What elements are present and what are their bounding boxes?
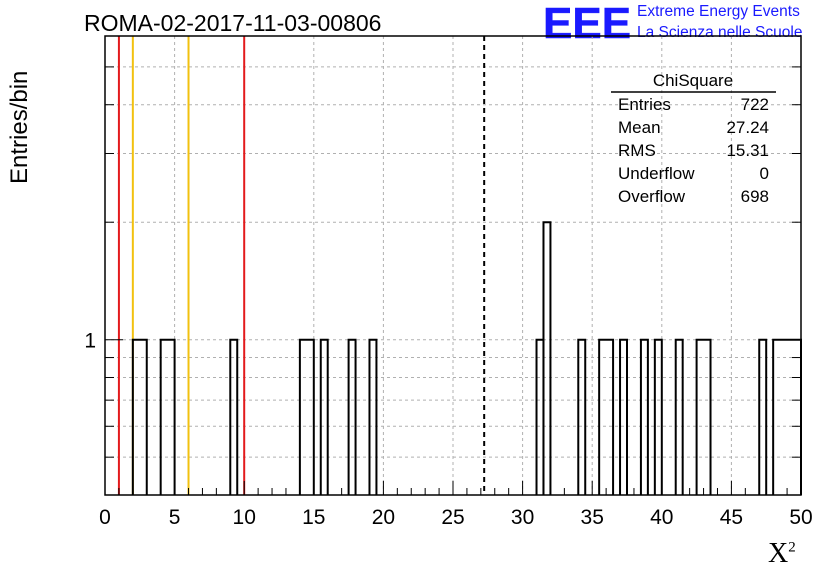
stats-label: Mean <box>618 118 661 137</box>
stats-title: ChiSquare <box>653 71 733 90</box>
y-tick-label: 1 <box>84 330 96 353</box>
stats-value: 698 <box>741 187 769 206</box>
histogram-bin <box>229 338 239 495</box>
x-tick-label: 15 <box>302 506 325 529</box>
histogram-bin <box>695 338 712 495</box>
histogram-bin <box>347 338 357 495</box>
histogram-bin <box>772 338 802 495</box>
axes: 0 5 10 15 20 25 30 35 40 45 50 1 <box>84 35 813 529</box>
x-axis-label: X2 <box>768 538 796 570</box>
histogram-bin <box>159 338 176 495</box>
reference-lines <box>117 36 486 495</box>
stats-value: 27.24 <box>726 118 769 137</box>
histogram-bin <box>653 338 663 495</box>
histogram-bin <box>577 338 587 495</box>
x-tick-label: 10 <box>233 506 256 529</box>
brand-line-1: Extreme Energy Events <box>637 3 800 20</box>
stats-label: Overflow <box>618 187 686 206</box>
x-axis-label-sup: 2 <box>788 539 796 556</box>
histogram-bin <box>674 338 684 495</box>
histogram-bin <box>758 338 768 495</box>
x-tick-label: 0 <box>99 506 111 529</box>
histogram-bin <box>619 338 628 495</box>
stats-value: 722 <box>741 95 769 114</box>
histogram-bin <box>131 338 148 495</box>
histogram-bin <box>368 338 378 495</box>
x-axis-label-base: X <box>768 538 789 569</box>
stats-value: 0 <box>760 164 769 183</box>
histogram-bin <box>639 338 649 495</box>
stats-label: Entries <box>618 95 671 114</box>
histogram-bin <box>542 221 552 495</box>
histogram <box>131 221 802 495</box>
histogram-bin <box>535 338 545 495</box>
histogram-bin <box>319 338 329 495</box>
stats-label: Underflow <box>618 164 695 183</box>
x-tick-label: 30 <box>511 506 534 529</box>
x-tick-label: 45 <box>720 506 743 529</box>
x-tick-label: 35 <box>581 506 604 529</box>
chart-title: ROMA-02-2017-11-03-00806 <box>84 10 382 36</box>
x-tick-label: 40 <box>650 506 673 529</box>
x-tick-label: 20 <box>372 506 395 529</box>
stats-value: 15.31 <box>726 141 769 160</box>
histogram-bin <box>598 338 615 495</box>
x-tick-label: 50 <box>789 506 812 529</box>
histogram-bin <box>298 338 315 495</box>
stats-label: RMS <box>618 141 656 160</box>
x-tick-label: 25 <box>441 506 464 529</box>
x-tick-label: 5 <box>169 506 181 529</box>
stats-box: ChiSquare Entries 722 Mean 27.24 RMS 15.31 Und… <box>611 71 776 206</box>
